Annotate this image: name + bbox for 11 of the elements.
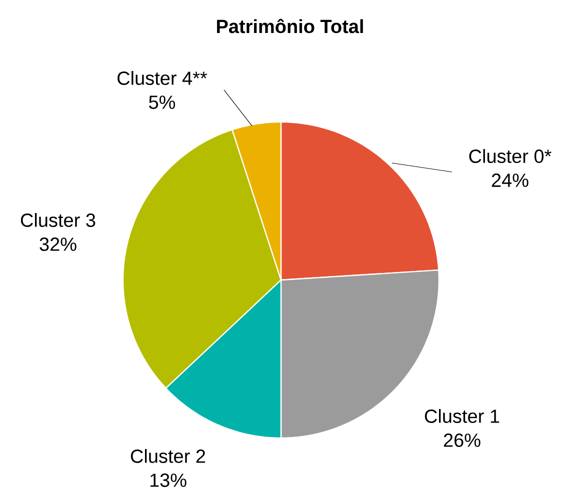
- slice-label: Cluster 3: [20, 213, 96, 227]
- data-label: 5%: [149, 96, 176, 109]
- slice-label: Cluster 0*: [469, 149, 552, 164]
- chart-title: Patrimônio Total: [217, 18, 363, 34]
- data-label: 24%: [492, 174, 528, 187]
- data-label: 13%: [150, 474, 186, 487]
- slice-label: Cluster 4**: [118, 71, 208, 85]
- slice-label: Cluster 2: [130, 449, 206, 463]
- data-label: 32%: [40, 238, 76, 251]
- data-label: 26%: [444, 434, 480, 447]
- slice-label: Cluster 1: [424, 409, 500, 423]
